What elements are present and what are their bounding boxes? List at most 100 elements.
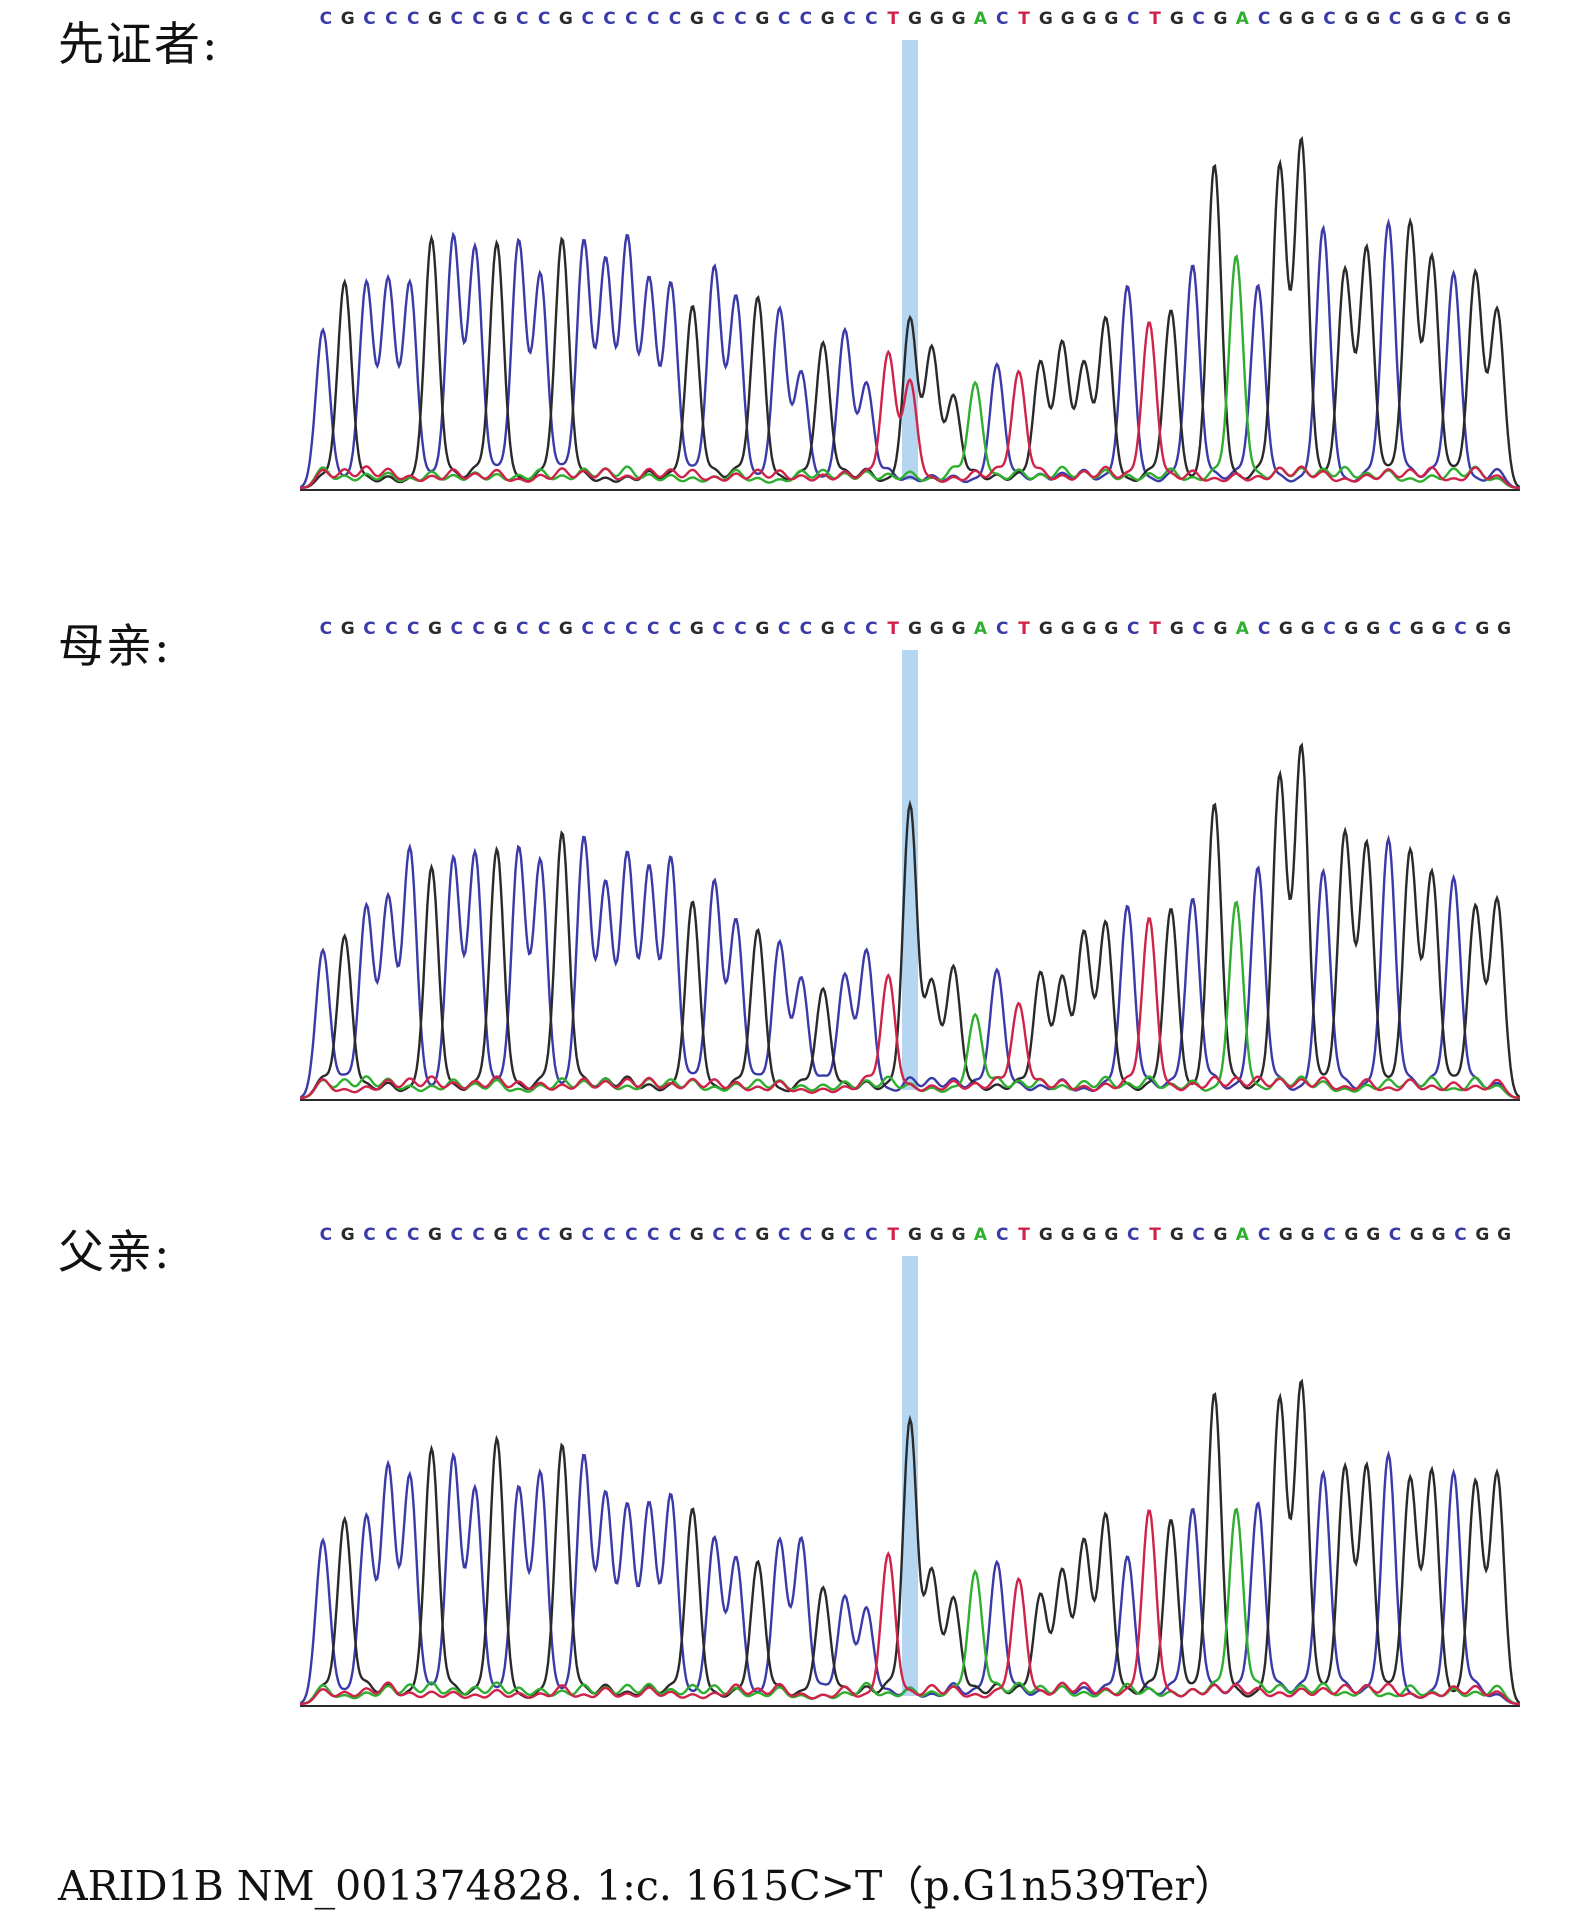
- base-letter: G: [1214, 1225, 1228, 1245]
- trace-G: [300, 135, 1520, 490]
- base-letter: G: [1475, 619, 1489, 639]
- base-letter: A: [1236, 619, 1250, 639]
- chromatogram-father: [300, 1256, 1520, 1707]
- trace-G: [300, 1378, 1520, 1706]
- base-letter: C: [603, 9, 615, 29]
- base-letter: G: [1432, 619, 1446, 639]
- base-letter: C: [712, 9, 724, 29]
- base-letter: C: [407, 9, 419, 29]
- base-letter: C: [320, 619, 332, 639]
- base-letter: C: [1192, 1225, 1204, 1245]
- base-letter: C: [865, 619, 877, 639]
- base-letter: G: [428, 9, 442, 29]
- base-letter: C: [385, 619, 397, 639]
- base-letter: C: [1192, 9, 1204, 29]
- base-letter: C: [1258, 1225, 1270, 1245]
- base-letter: C: [712, 619, 724, 639]
- base-letter: G: [690, 1225, 704, 1245]
- base-letter: C: [1127, 1225, 1139, 1245]
- base-letter: C: [516, 619, 528, 639]
- base-letter: G: [755, 9, 769, 29]
- base-letter: C: [669, 619, 681, 639]
- base-letter: G: [1104, 9, 1118, 29]
- base-letter: C: [603, 1225, 615, 1245]
- base-letter: G: [690, 9, 704, 29]
- base-letter: T: [1018, 1225, 1030, 1245]
- base-letter: G: [1497, 619, 1511, 639]
- base-letter: G: [930, 9, 944, 29]
- base-letter: C: [800, 619, 812, 639]
- base-letter: G: [1061, 1225, 1075, 1245]
- base-letter: G: [494, 619, 508, 639]
- base-letter: G: [908, 619, 922, 639]
- panel-label-proband: 先证者:: [58, 17, 220, 71]
- variant-highlight-bar: [902, 40, 918, 480]
- base-letter: C: [1323, 9, 1335, 29]
- base-letter: G: [930, 619, 944, 639]
- trace-T: [300, 1509, 1520, 1706]
- base-letter: G: [1344, 619, 1358, 639]
- base-letter: G: [1410, 619, 1424, 639]
- base-letter: G: [559, 9, 573, 29]
- panel-label-father: 父亲:: [58, 1225, 172, 1279]
- base-letter: G: [930, 1225, 944, 1245]
- base-letter: G: [908, 9, 922, 29]
- base-letter: C: [451, 9, 463, 29]
- base-letter: G: [1279, 1225, 1293, 1245]
- base-letter: C: [1323, 619, 1335, 639]
- base-letter: C: [407, 619, 419, 639]
- base-letter: C: [669, 1225, 681, 1245]
- base-letter: G: [559, 1225, 573, 1245]
- trace-C: [300, 834, 1520, 1100]
- base-letter: C: [472, 619, 484, 639]
- variant-highlight-bar: [902, 650, 918, 1090]
- base-letter: C: [538, 9, 550, 29]
- base-letter: C: [625, 619, 637, 639]
- variant-highlight-bar: [902, 1256, 918, 1696]
- base-letter: G: [1301, 619, 1315, 639]
- base-letter: T: [887, 619, 899, 639]
- base-letter: C: [843, 9, 855, 29]
- base-letter: C: [1454, 619, 1466, 639]
- base-letter: T: [1018, 9, 1030, 29]
- base-letter: C: [1127, 9, 1139, 29]
- base-letter: G: [494, 9, 508, 29]
- base-letter: G: [1432, 1225, 1446, 1245]
- base-letter: G: [1475, 9, 1489, 29]
- base-letter: G: [1497, 1225, 1511, 1245]
- base-letter: C: [1258, 619, 1270, 639]
- base-letter: G: [1497, 9, 1511, 29]
- base-letter: A: [974, 9, 988, 29]
- base-letter: G: [1214, 9, 1228, 29]
- base-letter: G: [1104, 1225, 1118, 1245]
- base-letter: C: [538, 619, 550, 639]
- base-letter: C: [996, 1225, 1008, 1245]
- base-letter: C: [451, 1225, 463, 1245]
- base-letter: T: [1149, 1225, 1161, 1245]
- trace-T: [300, 321, 1520, 490]
- base-letter: G: [1170, 619, 1184, 639]
- base-letter: C: [734, 9, 746, 29]
- base-letter: G: [1083, 9, 1097, 29]
- base-letter: C: [1389, 619, 1401, 639]
- base-letter: G: [690, 619, 704, 639]
- base-letter: C: [385, 1225, 397, 1245]
- base-letter: G: [952, 9, 966, 29]
- base-letter: G: [1170, 1225, 1184, 1245]
- trace-C: [300, 217, 1520, 490]
- base-letter: T: [1149, 619, 1161, 639]
- base-letter: G: [1039, 9, 1053, 29]
- chromatogram-mother: [300, 650, 1520, 1101]
- base-letter: C: [647, 9, 659, 29]
- base-letter: C: [647, 1225, 659, 1245]
- base-letter: C: [472, 1225, 484, 1245]
- base-letter: G: [341, 9, 355, 29]
- base-letter: T: [887, 1225, 899, 1245]
- base-letter: T: [887, 9, 899, 29]
- trace-G: [300, 742, 1520, 1100]
- base-letter: G: [1170, 9, 1184, 29]
